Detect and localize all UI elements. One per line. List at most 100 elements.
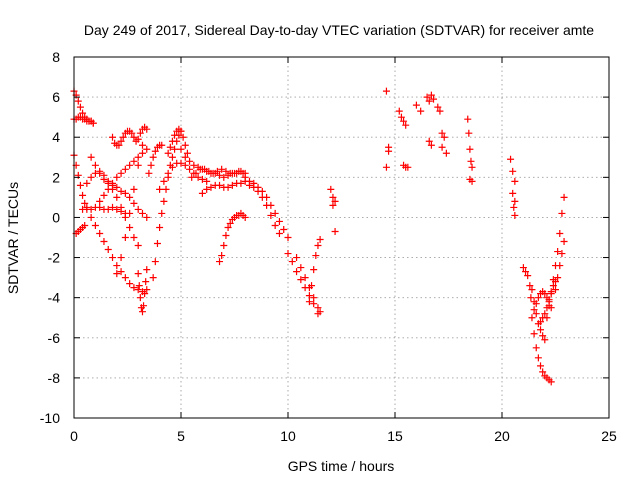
- data-point: [237, 179, 245, 187]
- data-point: [241, 213, 249, 221]
- data-point: [331, 197, 339, 205]
- data-point: [117, 187, 125, 195]
- axis-ticks: [73, 56, 610, 419]
- data-point: [327, 185, 335, 193]
- data-point: [547, 290, 555, 298]
- series-arc-38: [552, 238, 568, 294]
- data-point: [171, 131, 179, 139]
- data-point: [143, 125, 151, 133]
- data-point: [104, 246, 112, 254]
- data-point: [171, 145, 179, 153]
- data-point: [534, 294, 542, 302]
- data-point: [558, 250, 566, 258]
- data-point: [126, 223, 134, 231]
- data-point: [430, 95, 438, 103]
- data-point: [558, 209, 566, 217]
- data-point: [527, 294, 535, 302]
- data-point: [331, 227, 339, 235]
- data-point: [308, 282, 316, 290]
- data-point: [117, 254, 125, 262]
- data-point: [113, 193, 121, 201]
- data-point: [541, 290, 549, 298]
- data-point: [468, 177, 476, 185]
- series-arc-19: [216, 209, 249, 266]
- data-point: [134, 242, 142, 250]
- data-point: [222, 231, 230, 239]
- data-point: [143, 145, 151, 153]
- y-tick-label: -4: [48, 290, 61, 306]
- data-point: [96, 169, 104, 177]
- data-point: [218, 252, 226, 260]
- data-point: [519, 264, 527, 272]
- data-point: [554, 248, 562, 256]
- data-point: [404, 163, 412, 171]
- data-point: [203, 185, 211, 193]
- data-point: [241, 173, 249, 181]
- data-point: [138, 141, 146, 149]
- data-point: [126, 280, 134, 288]
- data-point: [312, 252, 320, 260]
- data-point: [541, 310, 549, 318]
- data-point: [135, 282, 143, 290]
- data-point: [79, 205, 87, 213]
- data-point: [89, 119, 97, 127]
- data-point: [438, 129, 446, 137]
- data-point: [235, 167, 243, 175]
- data-point: [305, 298, 313, 306]
- series-arc-18: [198, 177, 249, 197]
- data-point: [145, 169, 153, 177]
- data-point: [228, 181, 236, 189]
- series-arc-33: [528, 314, 555, 386]
- data-point: [560, 238, 568, 246]
- data-point: [96, 203, 104, 211]
- data-point: [218, 165, 226, 173]
- data-point: [138, 209, 146, 217]
- data-point: [91, 161, 99, 169]
- data-point: [532, 310, 540, 318]
- data-point: [109, 133, 117, 141]
- data-point: [149, 274, 157, 282]
- data-point: [151, 258, 159, 266]
- data-point: [423, 93, 431, 101]
- data-point: [192, 169, 200, 177]
- data-point: [134, 205, 142, 213]
- data-point: [121, 189, 129, 197]
- data-point: [397, 113, 405, 121]
- data-point: [104, 205, 112, 213]
- series-arc-7: [87, 153, 151, 221]
- data-point: [263, 201, 271, 209]
- data-point: [158, 141, 166, 149]
- data-point: [539, 332, 547, 340]
- data-point: [537, 362, 545, 370]
- data-point: [436, 107, 444, 115]
- data-point: [385, 147, 393, 155]
- x-tick-labels: 0 5 10 15 20 25: [70, 428, 617, 444]
- data-point: [83, 179, 91, 187]
- data-point: [464, 115, 472, 123]
- data-point: [79, 109, 87, 117]
- data-point: [81, 221, 89, 229]
- data-point: [164, 169, 172, 177]
- y-tick-label: -8: [48, 370, 61, 386]
- series-arc-10: [113, 125, 151, 278]
- x-tick-label: 0: [70, 428, 78, 444]
- data-point: [511, 211, 519, 219]
- data-point: [545, 296, 553, 304]
- series-arc-22: [284, 250, 322, 318]
- y-tick-label: -6: [48, 330, 61, 346]
- data-point: [442, 149, 450, 157]
- data-point: [258, 193, 266, 201]
- data-point: [382, 87, 390, 95]
- data-point: [526, 282, 534, 290]
- data-point: [134, 153, 142, 161]
- data-point: [96, 197, 104, 205]
- data-point: [141, 290, 149, 298]
- data-point: [83, 203, 91, 211]
- data-point: [511, 177, 519, 185]
- data-point: [130, 284, 138, 292]
- data-point: [143, 213, 151, 221]
- data-point: [96, 229, 104, 237]
- data-point: [158, 209, 166, 217]
- data-point: [226, 219, 234, 227]
- y-tick-label: 6: [52, 89, 60, 105]
